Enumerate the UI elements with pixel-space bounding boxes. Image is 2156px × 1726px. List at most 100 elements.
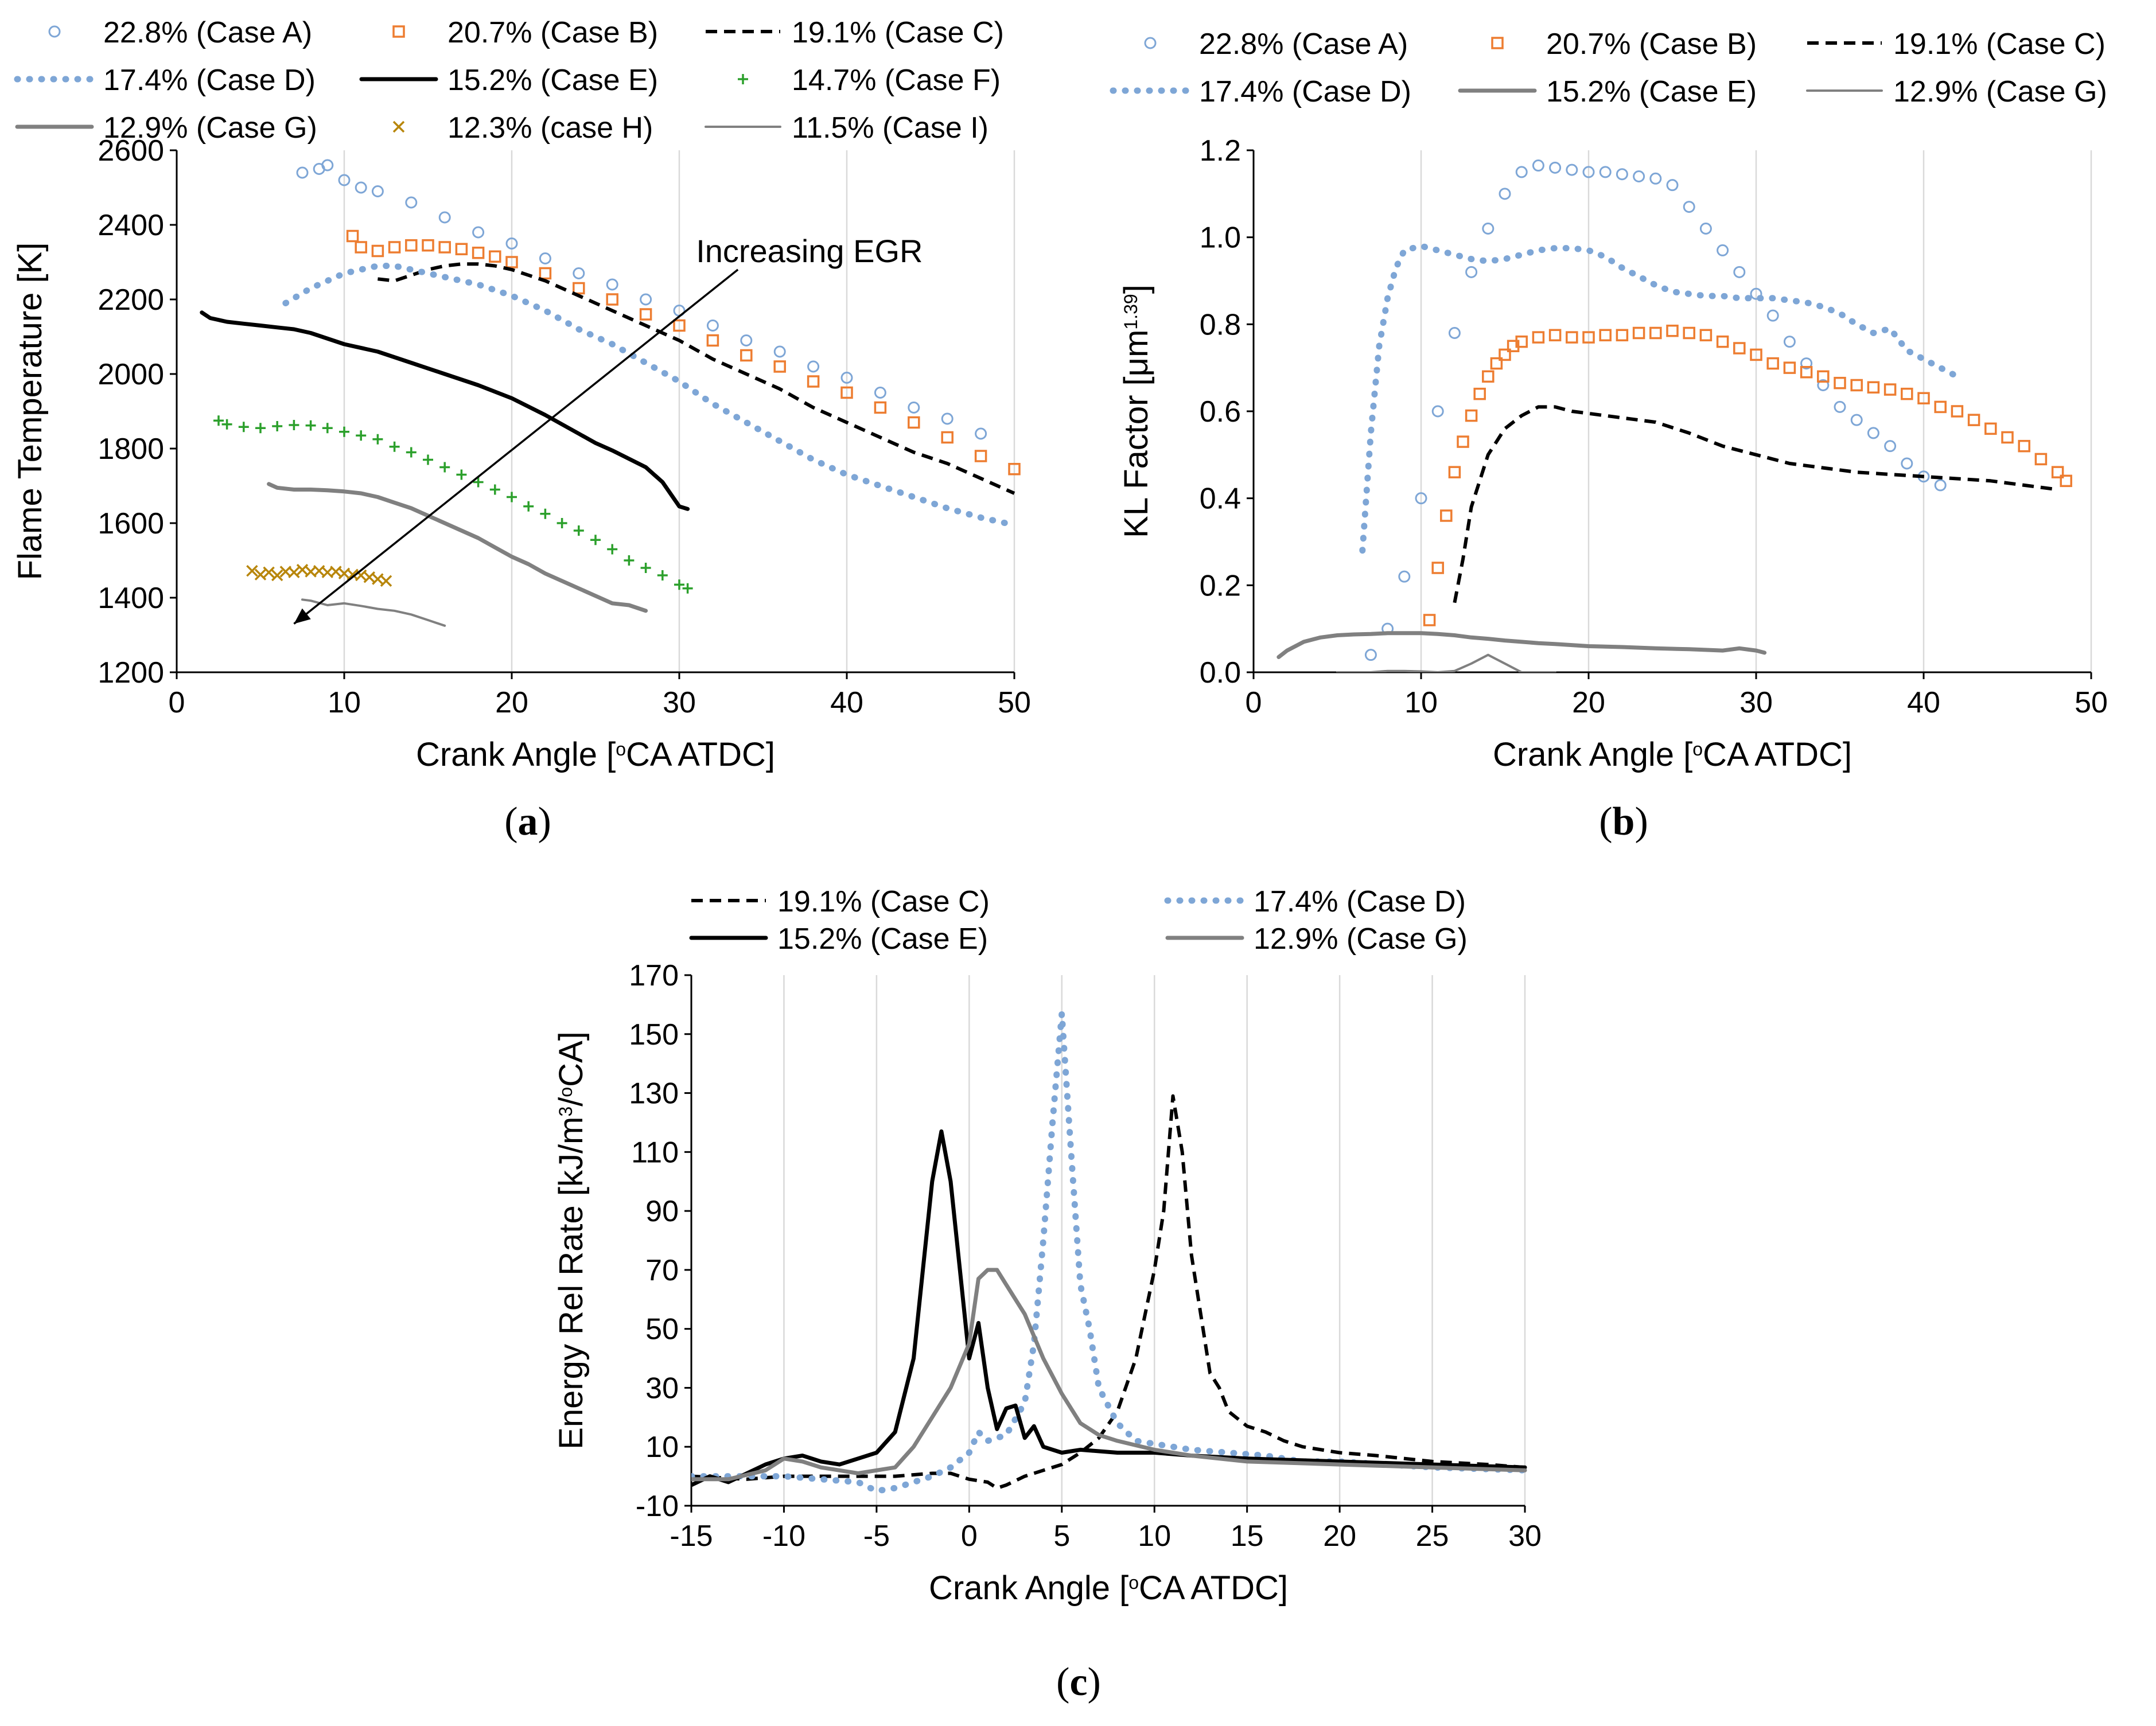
y-tick-label: 2000 [98,358,164,391]
data-point [1440,509,1453,522]
data-point [682,583,693,594]
panel-caption: (a) [504,800,551,844]
data-point [908,416,920,429]
y-tick-label: 0.2 [1200,569,1241,602]
data-point [439,462,450,473]
series-12-9-case-g [267,482,648,613]
legend-label: 12.9% (Case G) [103,111,317,145]
data-point [1582,166,1595,178]
data-point [423,454,433,465]
series-line [691,1094,1525,1490]
series-12-9-case-g [691,1268,1527,1482]
legend-item-19-1-case-c: 19.1% (Case C) [706,16,1004,49]
data-point [1800,357,1813,370]
legend-label: 17.4% (Case D) [1254,885,1466,918]
data-point [624,555,635,566]
data-point [1901,457,1913,470]
legend-label: 12.3% (case H) [447,111,653,145]
y-axis-label: Energy Rel Rate [kJ/m3/oCA] [552,1031,590,1450]
data-point [1934,479,1947,492]
data-point [1683,201,1695,213]
data-point [1733,266,1746,278]
data-point [1683,326,1695,340]
x-tick-label: 5 [1053,1519,1070,1553]
data-point [263,566,275,579]
data-point [1532,159,1544,172]
x-tick-label: 10 [1404,686,1438,719]
series-20-7-case-b [1423,324,2072,626]
data-point [975,427,987,440]
data-point [2060,474,2072,488]
y-tick-label: 2200 [98,283,164,317]
data-point [1649,172,1662,185]
data-point [296,166,309,179]
data-point [1616,168,1628,181]
data-point [246,564,258,577]
data-point [389,441,400,452]
y-tick-label: 170 [629,959,679,992]
data-point [1473,387,1486,400]
annotation-arrow-head [294,608,311,624]
data-point [874,401,887,414]
data-point [1423,614,1436,626]
data-point [1699,329,1713,342]
data-point [740,334,753,346]
legend-swatch [738,74,748,84]
x-axis-label: Crank Angle [oCA ATDC] [416,736,775,773]
y-tick-label: 0.6 [1200,395,1241,428]
legend-item-17-4-case-d: 17.4% (Case D) [14,64,316,97]
legend-item-15-2-case-e: 15.2% (Case E) [689,922,988,956]
data-point [1750,287,1762,300]
series-line [691,1010,1528,1494]
data-point [322,423,333,434]
y-tick-label: 10 [645,1431,679,1464]
data-point [539,267,552,280]
data-point [1834,400,1846,413]
series-19-1-case-c [1453,405,2058,603]
data-point [1616,329,1629,342]
x-tick-label: 10 [328,686,361,719]
legend-item-19-1-case-c: 19.1% (Case C) [1807,28,2106,61]
data-point [1632,326,1645,340]
data-point [1448,327,1461,339]
data-point [807,375,820,388]
series-line [267,482,648,613]
data-point [371,185,384,197]
data-point [1582,331,1595,344]
series-line [378,262,1015,495]
series-15-2-case-e [1277,631,1767,659]
legend-label: 14.7% (Case F) [792,64,1001,97]
data-point [288,566,300,579]
data-point [1867,381,1880,394]
data-point [1499,188,1511,200]
legend-swatch [392,25,405,38]
data-point [405,239,418,252]
data-point [405,196,418,209]
series-22-8-case-a [1364,159,1947,661]
x-tick-label: 0 [1246,686,1262,719]
data-point [1415,492,1427,505]
legend-item-12-9-case-g: 12.9% (Case G) [1165,922,1468,956]
series-17-4-case-d [1359,243,1960,554]
legend-label: 11.5% (Case I) [792,111,989,145]
data-point [1490,357,1503,370]
data-point [2034,453,2048,466]
y-tick-label: 30 [645,1372,679,1405]
y-tick-label: 110 [631,1136,679,1169]
data-point [1699,223,1712,235]
panel-caption: (c) [1056,1660,1101,1704]
data-point [473,477,484,488]
y-tick-label: 0.4 [1200,482,1241,516]
y-tick-label: 0.8 [1200,308,1241,341]
x-tick-label: 20 [1572,686,1605,719]
x-tick-label: -15 [670,1519,713,1553]
data-point [356,430,367,441]
data-point [573,525,584,536]
legend-swatch [1144,37,1157,49]
data-point [908,402,920,414]
series-14-7-case-f [213,415,693,594]
annotation-increasing-egr: Increasing EGR [293,233,923,625]
data-point [1431,405,1444,418]
